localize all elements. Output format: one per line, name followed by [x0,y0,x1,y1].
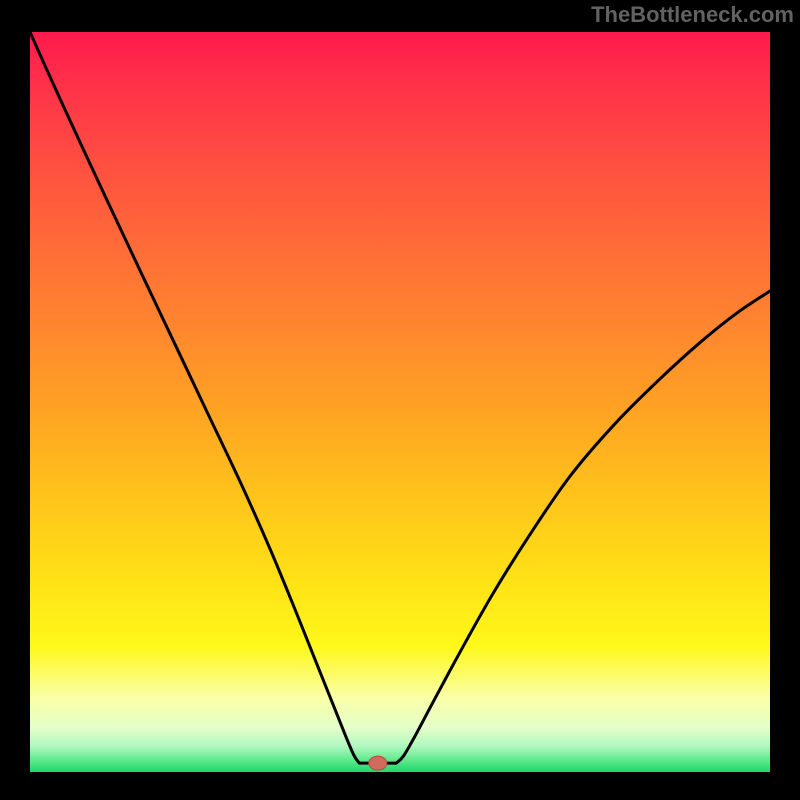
plot-area [30,32,770,772]
watermark-text: TheBottleneck.com [591,2,794,28]
chart-frame: TheBottleneck.com [0,0,800,800]
bottleneck-curve-chart [30,32,770,772]
gradient-background [30,32,770,772]
optimal-point-marker [369,756,387,770]
